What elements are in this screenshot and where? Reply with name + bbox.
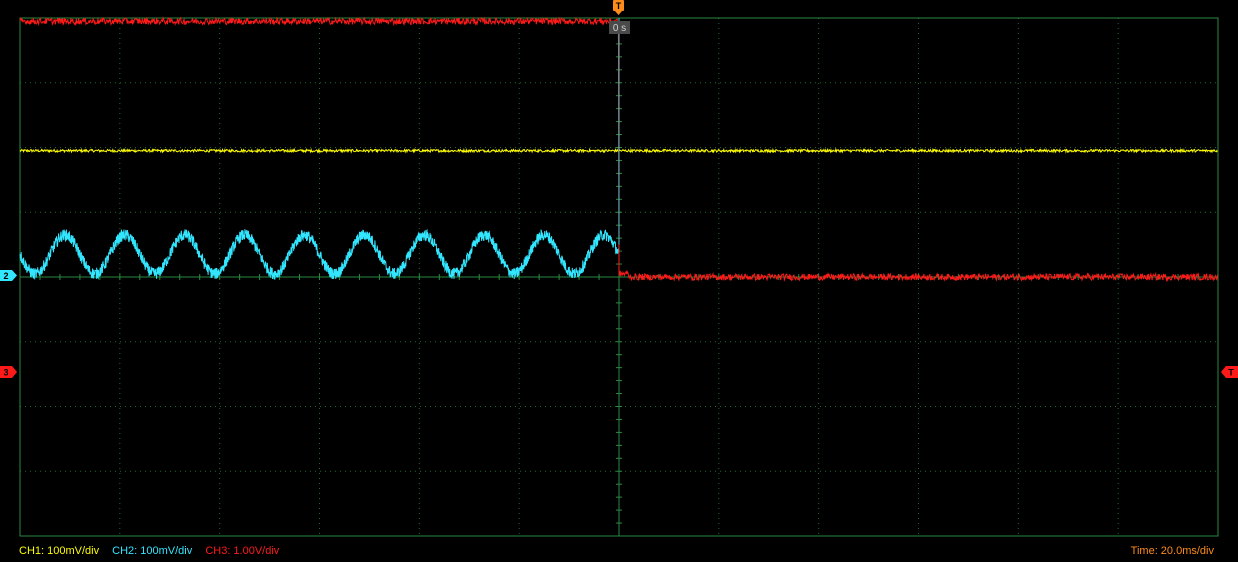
ch3-scale-label: CH3: 1.00V/div [205,545,280,557]
trigger-level-marker-label: T [1228,368,1234,378]
trigger-marker-label: T [616,1,622,11]
ch2-marker-shape [0,270,17,281]
ch3-marker-shape [0,366,17,378]
trigger-marker[interactable]: T [613,0,624,15]
ch2-scale-label: CH2: 100mV/div [112,545,193,557]
ch3-marker[interactable]: 3 [0,366,17,378]
trigger-level-marker-shape [1221,366,1238,378]
trigger-time-label: 0 s [613,23,626,34]
trigger-time-box [609,21,630,34]
ch3-marker-label: 3 [3,368,8,378]
waveform-traces [19,16,1218,283]
channel-settings-bar: CH1: 100mV/div CH2: 100mV/div CH3: 1.00V… [19,544,289,558]
ch2-marker-label: 2 [3,271,8,281]
trigger-level-marker[interactable]: T [1221,366,1238,378]
ch2-trace [19,228,620,280]
trigger-marker-box [613,0,624,11]
timebase-label: Time: 20.0ms/div [1130,545,1214,557]
trigger-marker-tip [615,11,622,15]
ch1-scale-label: CH1: 100mV/div [19,545,100,557]
ch2-marker[interactable]: 2 [0,270,17,281]
